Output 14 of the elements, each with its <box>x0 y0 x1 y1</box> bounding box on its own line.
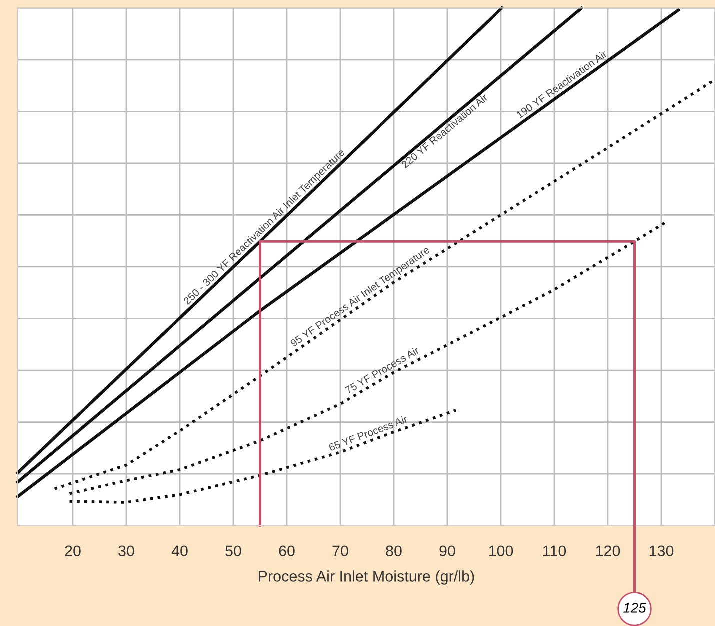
x-tick-label: 30 <box>118 546 134 557</box>
x-tick-label: 70 <box>332 546 348 557</box>
annotation: 125 <box>624 603 646 613</box>
x-axis-title: Process Air Inlet Moisture (gr/lb) <box>259 570 474 585</box>
x-tick-label: 130 <box>650 546 674 557</box>
x-tick-label: 100 <box>489 546 514 557</box>
x-tick-label: 60 <box>279 546 295 557</box>
x-tick-label: 120 <box>596 546 620 557</box>
x-tick-label: 80 <box>386 546 402 557</box>
x-tick-label: 110 <box>543 546 566 557</box>
x-tick-label: 20 <box>65 546 81 557</box>
x-tick-label: 90 <box>440 546 456 557</box>
x-tick-label: 50 <box>226 546 242 557</box>
x-tick-label: 40 <box>172 546 188 557</box>
